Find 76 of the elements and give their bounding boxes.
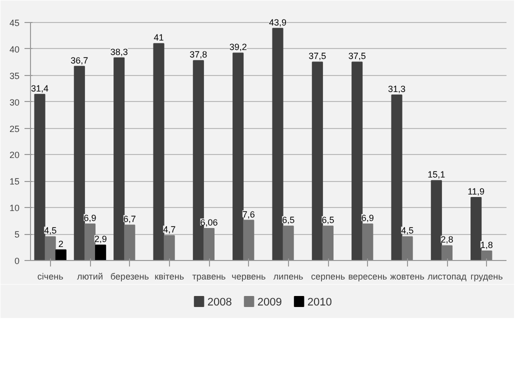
data-label: 2,9 [94, 234, 107, 244]
bar [243, 220, 254, 260]
bar [481, 250, 492, 260]
data-label: 4,5 [401, 226, 414, 236]
data-label: 31,4 [30, 83, 49, 94]
bar [470, 197, 482, 260]
bar [322, 226, 334, 260]
y-tick-label: 0 [14, 256, 20, 266]
data-label: 1,8 [480, 240, 493, 250]
data-label: 11,9 [468, 186, 485, 197]
data-label: 6,5 [322, 215, 334, 226]
bar [441, 245, 453, 260]
bar [95, 244, 106, 260]
bar [232, 52, 244, 260]
bar [55, 249, 66, 260]
y-tick-label: 35 [9, 70, 20, 81]
y-tick-label: 20 [9, 150, 20, 160]
data-label: 6,7 [123, 214, 136, 224]
bar [74, 66, 85, 260]
x-tick-label: квітень [154, 272, 184, 282]
bar [272, 28, 284, 260]
y-tick-label: 15 [9, 176, 20, 187]
data-label: 38,3 [110, 46, 128, 57]
data-label: 7,6 [242, 209, 255, 220]
y-tick-label: 25 [9, 124, 20, 134]
x-tick-label: листопад [428, 272, 468, 282]
x-tick-label: березень [110, 272, 150, 282]
x-tick-label: червень [232, 272, 266, 282]
bar [430, 180, 442, 260]
bar [84, 224, 96, 260]
data-label: 43,9 [268, 17, 287, 28]
bar [153, 43, 164, 260]
bar [203, 228, 215, 260]
bar [352, 62, 363, 260]
bar [282, 226, 294, 260]
bar [312, 62, 323, 260]
data-label: 37,5 [308, 51, 326, 62]
legend-label: 2010 [307, 296, 332, 308]
data-label: 6,5 [282, 215, 295, 226]
y-tick-label: 30 [9, 97, 20, 108]
data-label: 2 [58, 238, 64, 249]
x-tick-label: грудень [470, 272, 504, 282]
data-label: 6,9 [361, 213, 374, 224]
data-label: 2,8 [440, 234, 454, 245]
bar [124, 224, 136, 260]
data-label: 6,06 [200, 217, 218, 228]
x-tick-label: травень [192, 272, 226, 282]
y-tick-label: 5 [14, 230, 20, 240]
data-label: 37,8 [190, 50, 208, 60]
data-label: 37,5 [348, 51, 366, 62]
data-label: 4,5 [44, 226, 57, 236]
data-label: 41 [154, 32, 164, 43]
bar [44, 236, 56, 260]
data-label: 36,7 [70, 55, 88, 66]
data-label: 15,1 [428, 170, 446, 180]
x-tick-label: січень [37, 272, 64, 282]
y-tick-label: 10 [9, 203, 20, 214]
x-tick-label: вересень [348, 272, 388, 282]
y-tick-label: 45 [9, 18, 20, 28]
x-tick-label: серпень [310, 272, 346, 282]
bar [164, 235, 175, 260]
x-tick-label: жовтень [390, 272, 425, 282]
data-label: 39,2 [229, 42, 247, 52]
legend-label: 2008 [207, 296, 232, 308]
x-tick-label: лютий [77, 272, 103, 282]
x-tick-label: липень [273, 272, 304, 282]
data-label: 4,7 [163, 224, 176, 235]
y-tick-label: 40 [9, 44, 20, 54]
bar [402, 236, 413, 260]
bar [362, 224, 374, 260]
data-label: 31,3 [388, 84, 406, 94]
data-label: 6,9 [84, 213, 96, 224]
bar [114, 57, 125, 260]
bar [34, 94, 46, 260]
bar [391, 94, 402, 260]
legend-label: 2009 [257, 296, 282, 308]
